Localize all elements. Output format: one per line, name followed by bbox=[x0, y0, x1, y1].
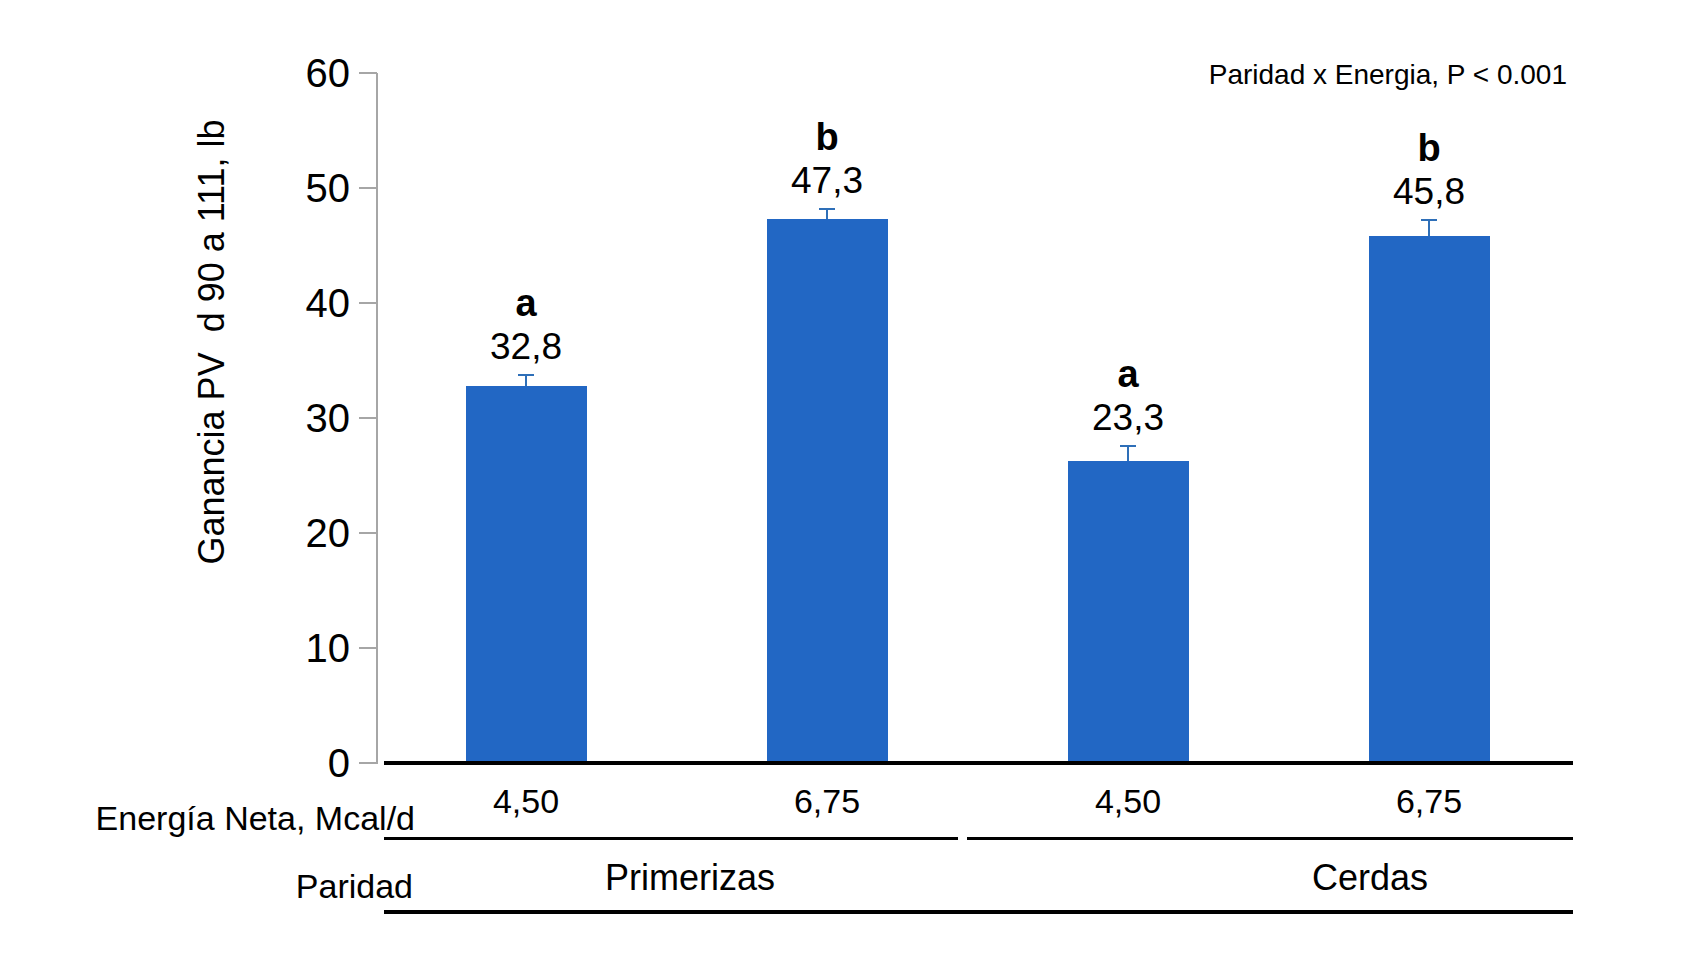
group-label-primerizas: Primerizas bbox=[605, 857, 775, 899]
bar-chart: Ganancia PV d 90 a 111, lb 0102030405060… bbox=[0, 0, 1700, 957]
interaction-annotation: Paridad x Energia, P < 0.001 bbox=[1209, 59, 1567, 91]
group-label-cerdas: Cerdas bbox=[1312, 857, 1428, 899]
bar-value-label: 23,3 bbox=[1092, 397, 1164, 439]
energy-underline-cerdas bbox=[967, 837, 1573, 840]
bar bbox=[767, 219, 888, 763]
y-tick-label: 40 bbox=[306, 281, 351, 326]
error-bar-whisker bbox=[826, 209, 828, 219]
energy-value-label: 4,50 bbox=[493, 782, 559, 821]
bar-value-label: 45,8 bbox=[1393, 171, 1465, 213]
bar bbox=[1369, 236, 1490, 763]
x-axis-baseline bbox=[384, 761, 1573, 765]
y-tick bbox=[359, 762, 377, 764]
y-tick-label: 60 bbox=[306, 51, 351, 96]
y-tick bbox=[359, 187, 377, 189]
y-tick-label: 10 bbox=[306, 626, 351, 671]
energy-value-label: 6,75 bbox=[794, 782, 860, 821]
energy-value-label: 4,50 bbox=[1095, 782, 1161, 821]
energy-underline-primerizas bbox=[384, 837, 958, 840]
sig-letter: a bbox=[1117, 352, 1138, 395]
sig-letter: a bbox=[515, 282, 536, 325]
parity-underline bbox=[384, 910, 1573, 914]
sig-letter: b bbox=[1417, 127, 1440, 170]
energy-row-label: Energía Neta, Mcal/d bbox=[96, 799, 415, 838]
y-tick-label: 50 bbox=[306, 166, 351, 211]
error-bar-whisker bbox=[1127, 446, 1129, 461]
parity-row-label: Paridad bbox=[296, 867, 413, 906]
bar bbox=[466, 386, 587, 763]
y-tick bbox=[359, 72, 377, 74]
y-tick bbox=[359, 417, 377, 419]
error-bar-whisker bbox=[1428, 220, 1430, 236]
error-bar-cap bbox=[1421, 219, 1437, 221]
y-tick-label: 30 bbox=[306, 396, 351, 441]
y-tick bbox=[359, 302, 377, 304]
y-tick bbox=[359, 532, 377, 534]
bar-value-label: 32,8 bbox=[490, 326, 562, 368]
y-tick-label: 20 bbox=[306, 511, 351, 556]
error-bar-cap bbox=[518, 374, 534, 376]
error-bar-cap bbox=[819, 208, 835, 210]
error-bar-cap bbox=[1120, 445, 1136, 447]
y-tick-label: 0 bbox=[328, 741, 350, 786]
y-tick bbox=[359, 647, 377, 649]
bar bbox=[1068, 461, 1189, 763]
energy-value-label: 6,75 bbox=[1396, 782, 1462, 821]
sig-letter: b bbox=[815, 115, 838, 158]
bar-value-label: 47,3 bbox=[791, 160, 863, 202]
error-bar-whisker bbox=[525, 375, 527, 385]
